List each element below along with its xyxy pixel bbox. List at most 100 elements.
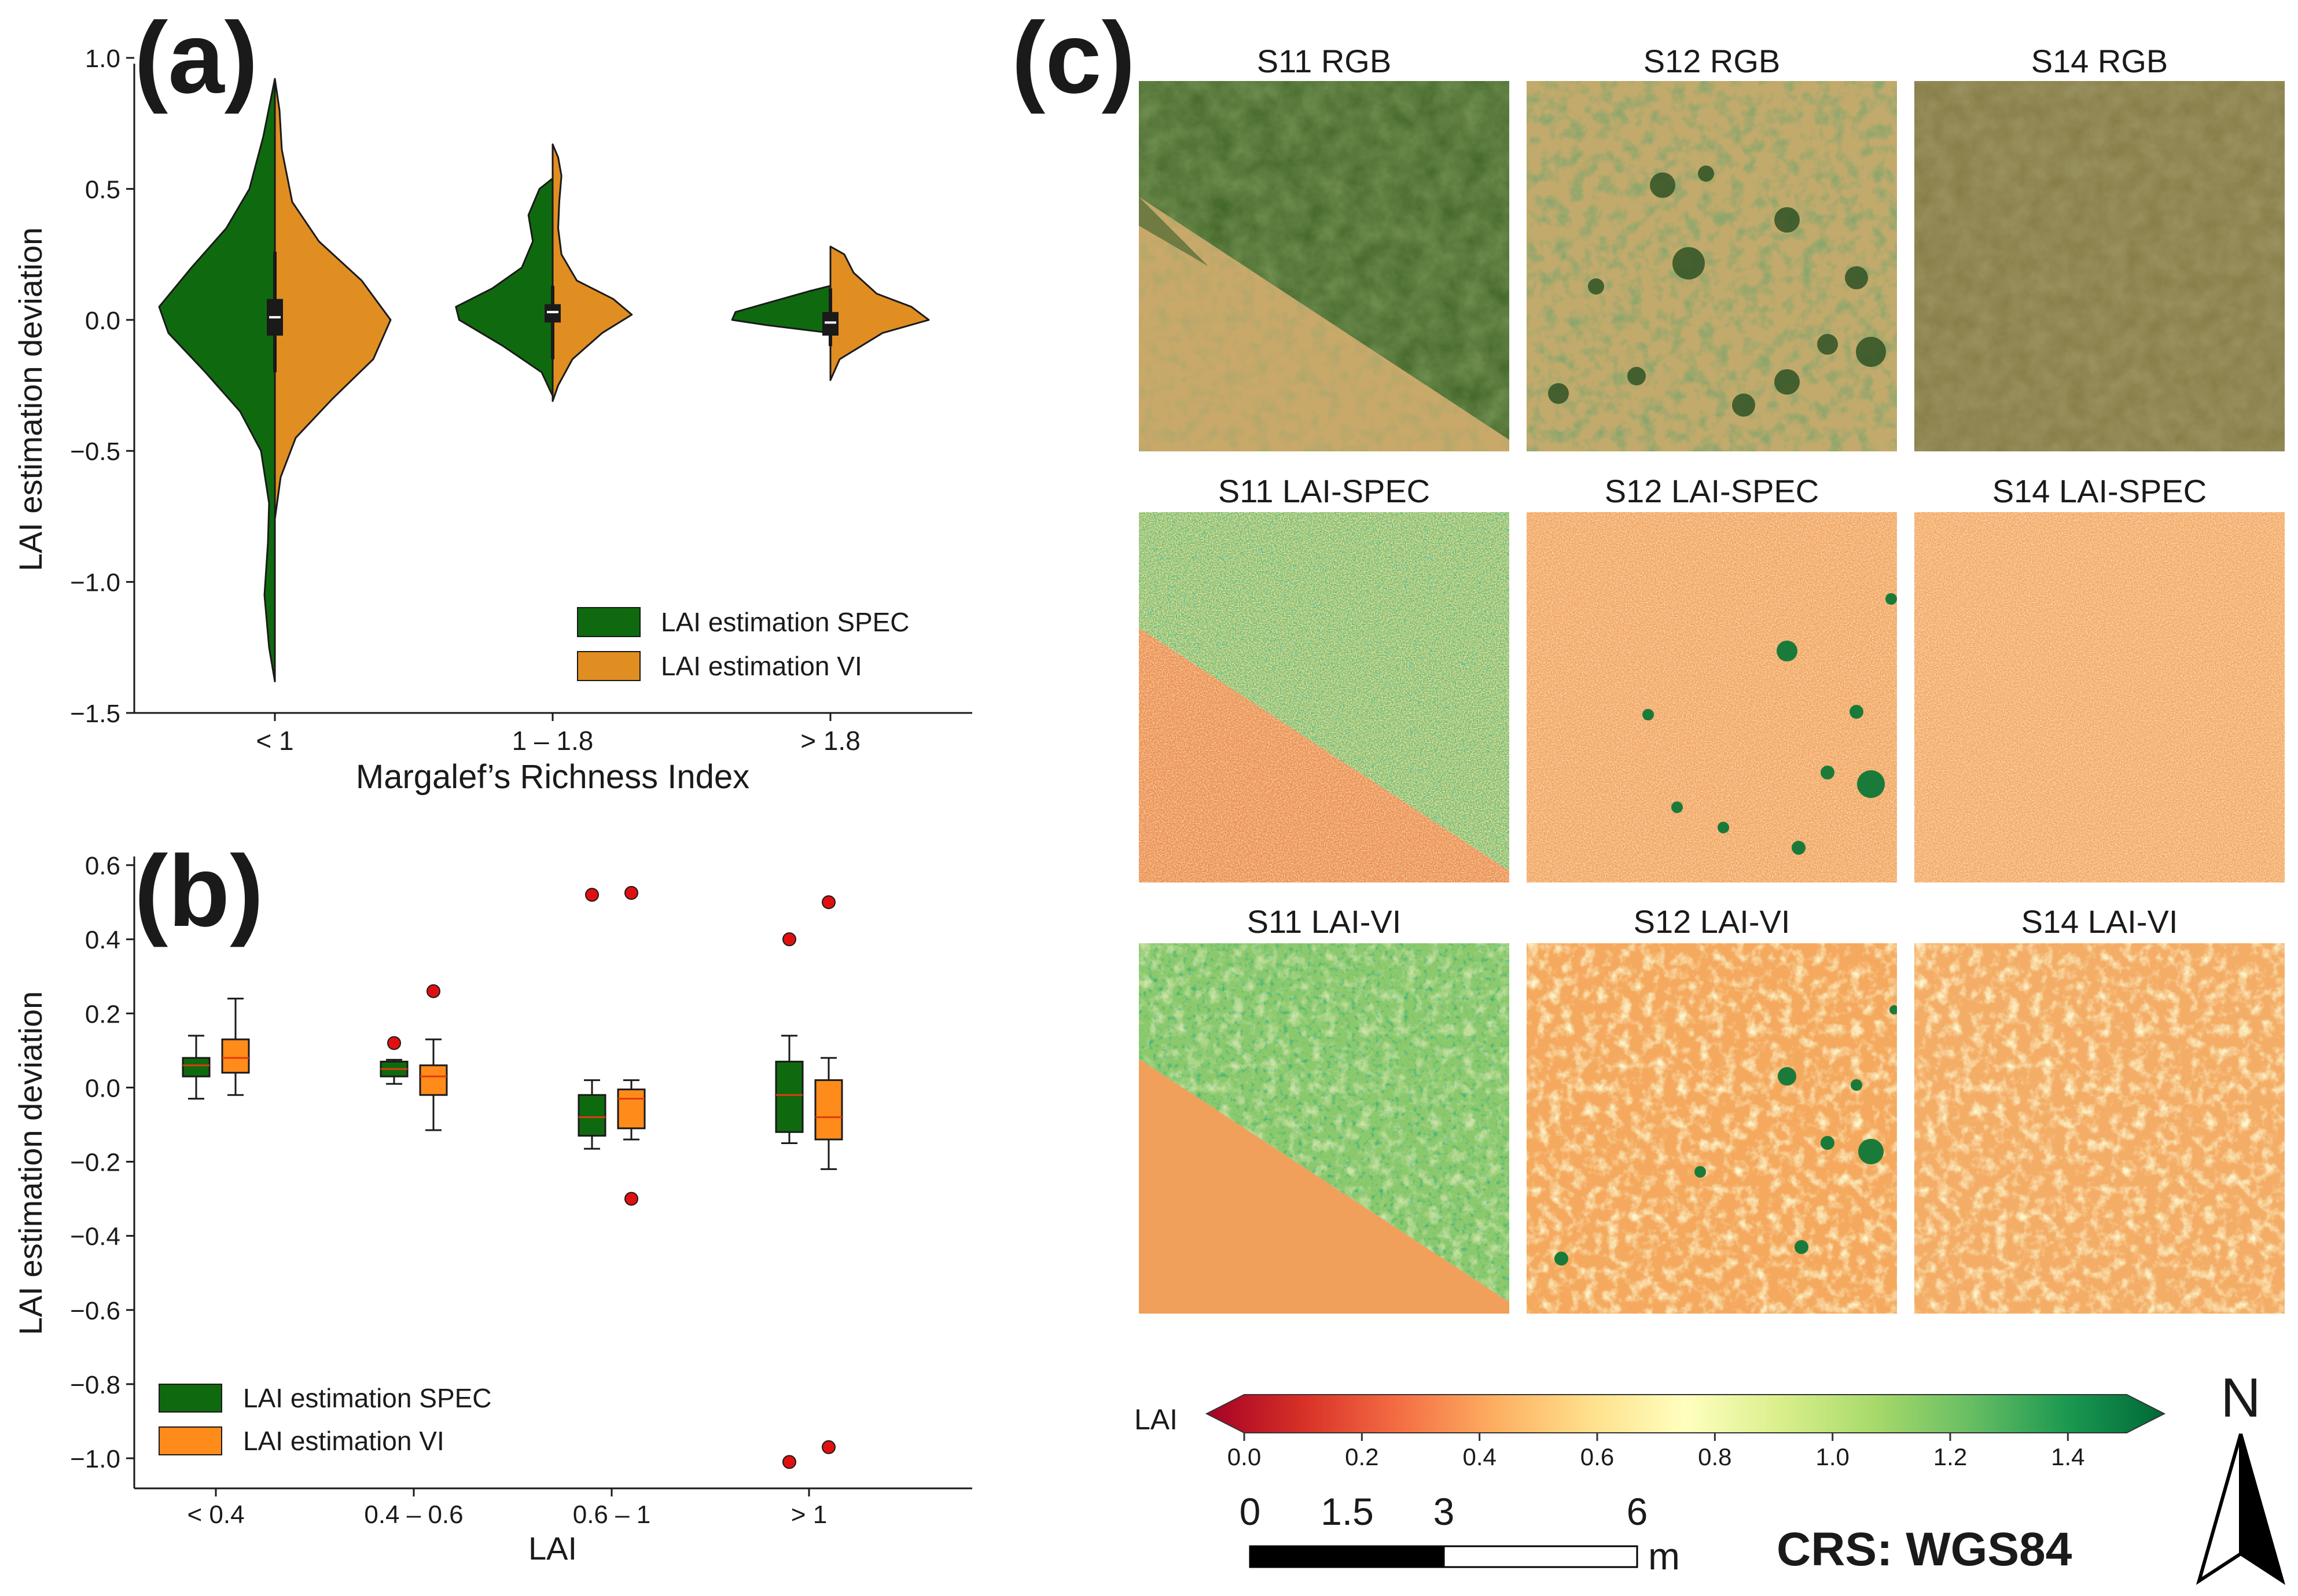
panel-a-label: (a) — [134, 2, 258, 115]
a-legend: LAI estimation SPEC LAI estimation VI — [577, 607, 910, 681]
a-ytick-label: 0.5 — [85, 175, 120, 204]
a-legend-label-spec: LAI estimation SPEC — [661, 607, 910, 637]
map-title-s11-spec: S11 LAI-SPEC — [1218, 473, 1430, 509]
b-legend: LAI estimation SPEC LAI estimation VI — [159, 1383, 492, 1456]
colorbar-tick-label: 0.8 — [1698, 1443, 1731, 1470]
colorbar-tick-label: 1.0 — [1815, 1443, 1849, 1470]
colorbar: LAI 0.0 0.2 0.4 0.6 0.8 1.0 1.2 1.4 — [1134, 1394, 2166, 1470]
b-y-axis-label: LAI estimation deviation — [12, 991, 49, 1336]
a-violin-spec-1 — [455, 177, 554, 397]
b-x-axis-label: LAI — [528, 1530, 577, 1566]
a-ytick-label: −1.0 — [70, 569, 120, 597]
a-legend-swatch-vi — [577, 651, 641, 681]
map-s12-lai-spec — [1527, 512, 1897, 882]
b-box-spec — [775, 1061, 804, 1133]
b-ytick-label: 0.2 — [85, 1000, 120, 1028]
b-xtick-label: > 1 — [791, 1501, 827, 1529]
b-legend-swatch-vi — [159, 1426, 222, 1455]
b-ytick-label: −0.8 — [70, 1371, 120, 1399]
scale-unit: m — [1648, 1535, 1680, 1577]
colorbar-ticks: 0.0 0.2 0.4 0.6 0.8 1.0 1.2 1.4 — [1227, 1433, 2085, 1470]
colorbar-tick-label: 0.6 — [1580, 1443, 1614, 1470]
a-violin-vi-2 — [829, 245, 930, 381]
b-xtick-label: 0.6 – 1 — [573, 1501, 651, 1529]
colorbar-tick-label: 0.0 — [1227, 1443, 1261, 1470]
a-inner-box — [822, 312, 839, 336]
b-outlier-vi — [624, 886, 638, 900]
b-outlier-spec — [782, 932, 796, 947]
colorbar-tick-label: 1.4 — [2051, 1443, 2084, 1470]
b-xtick-label: 0.4 – 0.6 — [364, 1501, 463, 1529]
map-s12-lai-vi — [1527, 943, 1897, 1314]
a-x-axis-label: Margalef’s Richness Index — [356, 758, 749, 796]
map-s14-lai-vi — [1914, 943, 2285, 1314]
b-box-spec — [578, 1094, 606, 1137]
b-ytick-label: −0.6 — [70, 1297, 120, 1325]
b-legend-label-vi: LAI estimation VI — [243, 1426, 444, 1456]
b-legend-label-spec: LAI estimation SPEC — [243, 1383, 492, 1413]
map-title-s12-rgb: S12 RGB — [1643, 43, 1781, 79]
map-title-s14-vi: S14 LAI-VI — [2021, 903, 2178, 940]
b-ytick-label: 0.0 — [85, 1074, 120, 1102]
map-title-s12-spec: S12 LAI-SPEC — [1605, 473, 1819, 509]
b-ytick-label: −1.0 — [70, 1445, 120, 1473]
panel-c-label: (c) — [1012, 2, 1135, 115]
north-arrow-left — [2196, 1433, 2242, 1585]
map-s14-rgb — [1914, 81, 2285, 451]
b-ytick-label: 0.6 — [85, 852, 120, 880]
scale-tick-1: 1.5 — [1321, 1490, 1374, 1533]
map-s11-rgb — [1139, 81, 1509, 451]
b-xtick-label: < 0.4 — [187, 1501, 244, 1529]
scale-tick-2: 3 — [1433, 1490, 1455, 1533]
scale-tick-3: 6 — [1627, 1490, 1648, 1533]
a-ytick-label: 1.0 — [85, 45, 120, 73]
b-outlier-vi — [624, 1192, 638, 1206]
map-title-s11-rgb: S11 RGB — [1257, 43, 1391, 79]
a-violin-vi-0 — [274, 78, 392, 520]
panel-b-box-chart: (b) 0.6 0.4 0.2 0.0 −0.2 −0.4 −0.6 −0.8 −1.0 < 0.… — [12, 835, 972, 1566]
scale-bar: 0 1.5 3 6 m — [1240, 1490, 1680, 1577]
north-arrow: N — [2196, 1367, 2286, 1585]
b-ticks: 0.6 0.4 0.2 0.0 −0.2 −0.4 −0.6 −0.8 −1.0 < 0.4 0.4… — [70, 852, 827, 1529]
scale-bar-white — [1443, 1545, 1638, 1568]
colorbar-tick-label: 0.2 — [1345, 1443, 1378, 1470]
a-ytick-label: −1.5 — [70, 700, 120, 728]
b-ytick-label: −0.4 — [70, 1223, 120, 1251]
b-box-vi — [221, 1038, 250, 1074]
panel-b-label: (b) — [134, 835, 263, 948]
b-box-vi — [419, 1064, 448, 1096]
a-xtick-label: 1 – 1.8 — [512, 726, 594, 756]
colorbar-gradient — [1205, 1394, 2166, 1433]
b-outlier-spec — [782, 1455, 796, 1469]
colorbar-tick-label: 1.2 — [1933, 1443, 1967, 1470]
map-s12-rgb — [1527, 81, 1897, 451]
map-title-s14-rgb: S14 RGB — [2031, 43, 2168, 79]
a-inner-box — [545, 304, 561, 323]
a-y-axis-label: LAI estimation deviation — [12, 227, 49, 572]
b-axes — [133, 856, 972, 1490]
a-legend-swatch-spec — [577, 607, 641, 637]
map-s11-lai-vi — [1139, 943, 1509, 1314]
s12-spec-shrubs — [1642, 593, 1897, 855]
b-box-spec — [182, 1057, 211, 1078]
b-outlier-spec — [387, 1036, 401, 1050]
a-xtick-label: < 1 — [256, 726, 293, 756]
b-outlier-vi — [822, 1440, 836, 1454]
scale-bar-black — [1249, 1545, 1445, 1568]
panel-c-map-grid: (c) S11 RGB S12 RGB S14 RGB S11 LAI-SPEC… — [1012, 2, 2286, 1585]
b-box-vi — [814, 1079, 843, 1141]
north-arrow-right — [2239, 1433, 2286, 1585]
a-inner-boxes — [267, 252, 839, 373]
b-outlier-spec — [585, 888, 599, 902]
map-title-s12-vi: S12 LAI-VI — [1634, 903, 1790, 940]
colorbar-tick-label: 0.4 — [1462, 1443, 1496, 1470]
b-legend-swatch-spec — [159, 1384, 222, 1413]
b-boxes — [182, 886, 843, 1469]
a-ytick-label: 0.0 — [85, 307, 120, 335]
north-label: N — [2220, 1367, 2260, 1429]
a-legend-label-vi: LAI estimation VI — [661, 651, 862, 681]
map-title-s14-spec: S14 LAI-SPEC — [1992, 473, 2207, 509]
a-violin-spec-0 — [158, 78, 276, 683]
colorbar-label: LAI — [1134, 1403, 1178, 1436]
